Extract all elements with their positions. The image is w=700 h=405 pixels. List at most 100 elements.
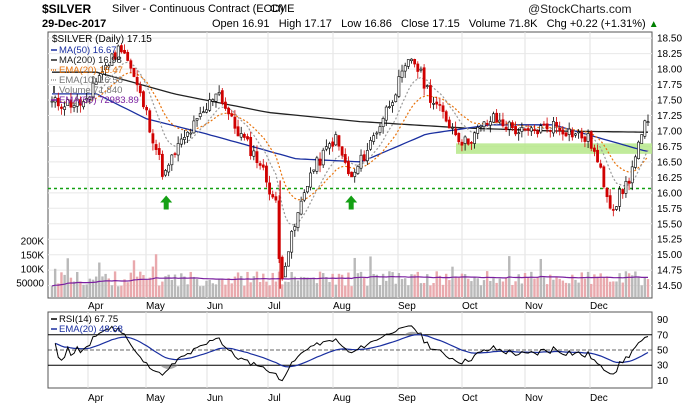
candle-body <box>425 85 429 87</box>
candle-body <box>375 132 379 135</box>
candle-body <box>192 120 196 134</box>
candle-body <box>618 188 622 207</box>
price-tick-label: 14.50 <box>657 281 682 292</box>
volume-bar <box>552 279 555 297</box>
volume-bar <box>359 271 363 297</box>
candle-body <box>211 99 215 102</box>
rsi-x-label: Aug <box>333 393 351 404</box>
high-value: 17.17 <box>304 18 332 30</box>
volume-bar <box>517 274 520 297</box>
volume-bar <box>315 283 319 297</box>
candle-body <box>176 143 180 156</box>
rsi-x-label: Dec <box>590 393 608 404</box>
candle-body <box>258 163 262 166</box>
rsi-x-label: Nov <box>525 393 543 404</box>
candle-body <box>548 130 552 132</box>
candle-body <box>403 65 407 72</box>
volume-bar <box>444 273 448 297</box>
candle-body <box>104 65 108 71</box>
candle-body <box>454 128 458 136</box>
volume-bar <box>533 278 536 297</box>
candle-body <box>347 161 350 175</box>
volume-bar <box>416 271 419 297</box>
volume-bar <box>580 272 583 297</box>
volume-bar <box>148 277 151 297</box>
volume-bar <box>94 276 98 297</box>
symbol-label: $SILVER <box>42 2 92 16</box>
candle-body <box>416 63 420 72</box>
rsi-x-label: May <box>146 393 165 404</box>
rsi-legend-entry: RSI(14) 67.75 <box>59 314 118 325</box>
volume-bar <box>429 285 432 297</box>
volume-bar <box>618 273 621 297</box>
candle-body <box>252 150 256 157</box>
volume-bar <box>400 279 404 297</box>
ohlc-readout: Open 16.91 High 17.17 Low 16.86 Close 17… <box>212 18 659 30</box>
volume-bar <box>66 258 69 297</box>
candle-body <box>592 147 596 152</box>
rsi-legend-entry: EMA(20) 48.68 <box>59 324 123 335</box>
volume-bar <box>599 273 602 297</box>
volume-bar <box>192 276 196 297</box>
volume-bar <box>110 285 114 297</box>
volume-bar <box>53 268 57 297</box>
volume-bar <box>482 280 486 297</box>
volume-bar <box>214 284 218 297</box>
candle-body <box>504 126 508 130</box>
low-value: 16.86 <box>364 18 392 30</box>
volume-bar <box>350 286 353 297</box>
volume-bar <box>492 278 495 297</box>
candle-body <box>621 189 625 195</box>
candle-body <box>119 45 123 53</box>
candle-body <box>82 101 85 108</box>
price-tick-label: 15.25 <box>657 235 682 246</box>
candle-body <box>302 192 306 201</box>
candle-body <box>195 118 199 121</box>
volume-bar <box>290 271 293 297</box>
candle-body <box>432 103 435 105</box>
candle-body <box>574 133 577 136</box>
volume-bar <box>549 274 552 297</box>
price-x-label: Jun <box>207 301 223 312</box>
price-panel-title: $SILVER (Daily) 17.15 <box>52 34 152 45</box>
candle-body <box>457 132 461 143</box>
candle-body <box>526 128 530 131</box>
volume-bar <box>199 286 202 297</box>
candle-body <box>596 149 599 163</box>
volume-bar <box>50 285 54 297</box>
chg-value: +0.22 (+1.31%) <box>569 18 646 30</box>
candle-body <box>365 150 369 162</box>
candle-body <box>287 251 290 267</box>
exchange-label: CME <box>270 3 295 15</box>
candle-body <box>135 76 139 86</box>
candle-body <box>391 102 394 106</box>
candle-body <box>107 65 111 68</box>
candle-body <box>466 138 470 145</box>
candle-body <box>643 120 647 137</box>
rsi-ema-line <box>54 333 649 368</box>
volume-bar <box>265 281 268 297</box>
candle-body <box>126 51 130 61</box>
candle-body <box>419 68 423 71</box>
volume-bar <box>637 276 640 297</box>
candle-body <box>334 134 338 146</box>
candle-body <box>517 132 521 135</box>
volume-bar <box>602 276 606 297</box>
volume-bar <box>255 271 259 297</box>
volume-bar <box>189 271 192 297</box>
volume-bar <box>79 281 82 297</box>
candle-body <box>50 100 54 103</box>
candle-body <box>340 146 344 156</box>
candle-body <box>435 101 439 105</box>
volume-bar <box>344 285 347 297</box>
candle-body <box>331 141 335 147</box>
candle-body <box>123 49 126 54</box>
volume-bar <box>98 262 101 297</box>
legend-entry: EMA(50) 72983.89 <box>59 95 139 106</box>
price-tick-label: 18.50 <box>657 34 682 45</box>
volume-bar <box>318 271 322 297</box>
candle-body <box>470 142 473 144</box>
volume-bar <box>634 271 637 297</box>
volume-bar <box>202 286 205 297</box>
volume-bar <box>530 271 533 297</box>
